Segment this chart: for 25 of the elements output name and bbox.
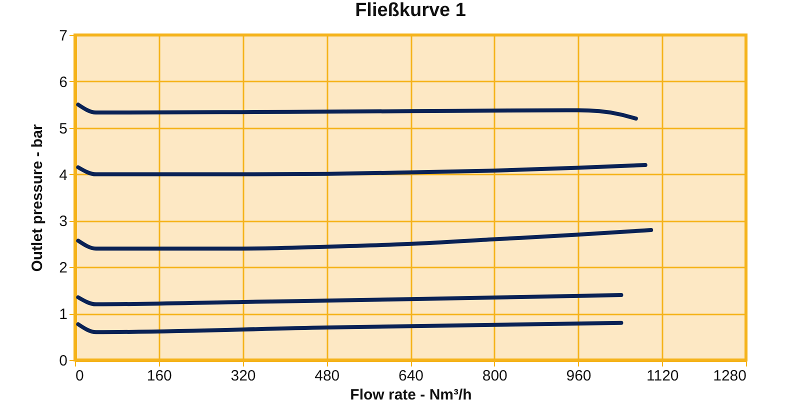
x-tick-label: 800 (482, 368, 508, 384)
line-series (76, 163, 648, 176)
x-tick-label: 160 (146, 368, 172, 384)
line-series (76, 102, 638, 121)
x-tick-label: 1280 (713, 368, 746, 384)
x-tick-label: 640 (398, 368, 424, 384)
y-axis-title: Outlet pressure - bar (29, 124, 46, 272)
y-tick-label: 4 (59, 166, 68, 184)
y-tick-label: 2 (59, 260, 68, 277)
x-tick-label: 320 (230, 368, 256, 384)
y-tick-label: 5 (59, 120, 68, 138)
line-series (76, 228, 654, 251)
x-tick-label: 1120 (646, 368, 679, 384)
line-series (76, 293, 624, 306)
x-tick-label: 480 (314, 368, 340, 384)
y-tick-label: 0 (59, 352, 68, 370)
y-tick-label: 1 (59, 306, 68, 324)
x-tick-label: 0 (76, 368, 84, 384)
y-tick-label: 7 (59, 28, 68, 44)
chart-title: Fließkurve 1 (355, 0, 466, 21)
y-tick-label: 6 (59, 74, 68, 91)
x-tick-label: 960 (566, 368, 592, 384)
line-series (76, 320, 624, 334)
x-axis-title: Flow rate - Nm³/h (350, 386, 472, 404)
y-tick-label: 3 (59, 213, 68, 230)
